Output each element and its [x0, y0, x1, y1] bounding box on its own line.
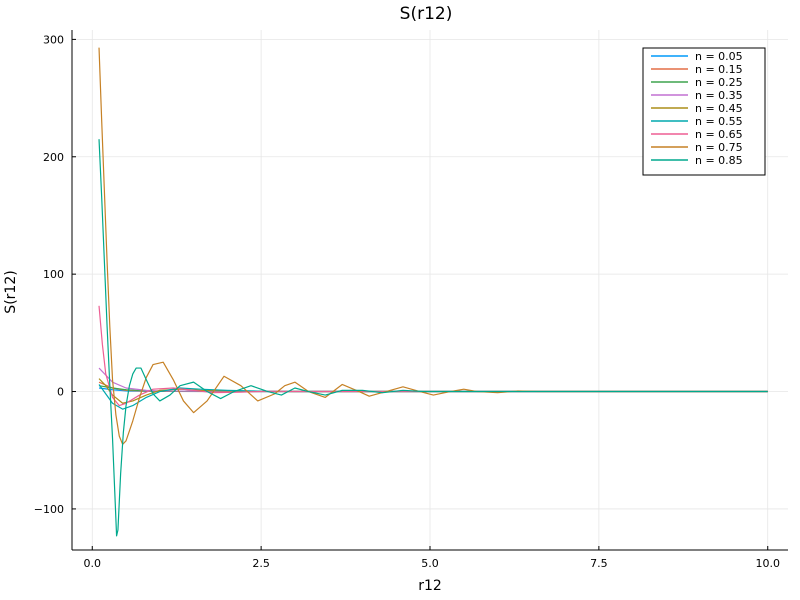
legend-label-3: n = 0.35 — [695, 89, 743, 102]
legend: n = 0.05n = 0.15n = 0.25n = 0.35n = 0.45… — [642, 47, 766, 176]
series-line-8 — [98, 139, 768, 537]
series-lines — [98, 47, 768, 537]
series-line-7 — [98, 47, 768, 445]
legend-label-1: n = 0.15 — [695, 63, 743, 76]
legend-label-2: n = 0.25 — [695, 76, 743, 89]
series-line-6 — [98, 305, 768, 407]
y-tick-label-2: 100 — [43, 268, 64, 281]
y-tick-label-4: 300 — [43, 33, 64, 46]
x-tick-label-1: 2.5 — [252, 557, 270, 570]
legend-label-6: n = 0.65 — [695, 128, 743, 141]
x-axis-label: r12 — [418, 578, 442, 594]
legend-label-0: n = 0.05 — [695, 50, 743, 63]
x-tick-label-2: 5.0 — [421, 557, 439, 570]
x-tick-label-3: 7.5 — [590, 557, 608, 570]
series-line-3 — [98, 367, 768, 393]
tick-labels: 0.0 2.5 5.0 7.5 10.0 −100 0 100 200 300 — [34, 33, 780, 570]
legend-label-5: n = 0.55 — [695, 115, 743, 128]
y-tick-label-1: 0 — [57, 386, 64, 399]
legend-label-8: n = 0.85 — [695, 154, 743, 167]
chart-title: S(r12) — [400, 4, 453, 24]
y-tick-label-0: −100 — [34, 503, 64, 516]
x-tick-label-0: 0.0 — [84, 557, 102, 570]
y-tick-label-3: 200 — [43, 151, 64, 164]
y-axis-label: S(r12) — [3, 270, 19, 313]
legend-label-7: n = 0.75 — [695, 141, 743, 154]
legend-label-4: n = 0.45 — [695, 102, 743, 115]
x-tick-label-4: 10.0 — [755, 557, 780, 570]
series-line-5 — [98, 384, 768, 410]
axes — [71, 30, 788, 551]
